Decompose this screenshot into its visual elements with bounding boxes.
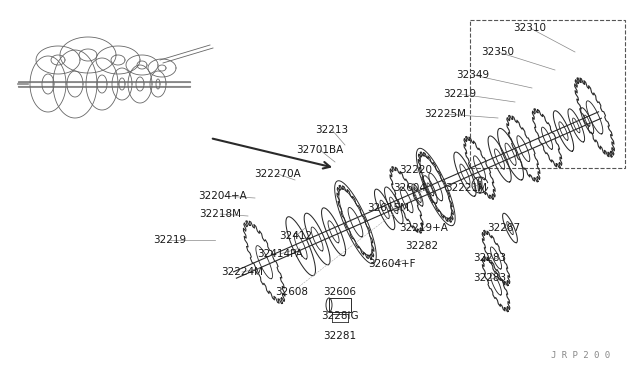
Text: 32606: 32606 [323, 287, 356, 297]
Text: 32221M: 32221M [445, 183, 487, 193]
Text: 32283: 32283 [474, 253, 507, 263]
Text: 32604: 32604 [394, 183, 426, 193]
Text: 32283: 32283 [474, 273, 507, 283]
Text: 32281: 32281 [323, 331, 356, 341]
Text: 32615M: 32615M [367, 203, 409, 213]
Text: 32219: 32219 [444, 89, 477, 99]
Text: 32414PA: 32414PA [257, 249, 303, 259]
Text: 32219+A: 32219+A [399, 223, 449, 233]
Bar [470, 20, 625, 168]
Text: 32213: 32213 [316, 125, 349, 135]
Text: 32287: 32287 [488, 223, 520, 233]
Text: 32218M: 32218M [199, 209, 241, 219]
Text: 32204+A: 32204+A [198, 191, 248, 201]
Text: 32224M: 32224M [221, 267, 263, 277]
Text: 32350: 32350 [481, 47, 515, 57]
Text: 32220: 32220 [399, 165, 433, 175]
Text: 32219: 32219 [154, 235, 187, 245]
Text: 322270A: 322270A [255, 169, 301, 179]
Text: 32412: 32412 [280, 231, 312, 241]
Text: J R P 2 0 0: J R P 2 0 0 [551, 351, 610, 360]
Text: 32349: 32349 [456, 70, 490, 80]
Text: 32608: 32608 [275, 287, 308, 297]
Text: 32310: 32310 [513, 23, 547, 33]
Text: 3228lG: 3228lG [321, 311, 359, 321]
Text: 32604+F: 32604+F [368, 259, 416, 269]
Bar [329, 298, 351, 312]
Text: 32701BA: 32701BA [296, 145, 344, 155]
Text: 32225M: 32225M [424, 109, 466, 119]
Text: 32282: 32282 [405, 241, 438, 251]
